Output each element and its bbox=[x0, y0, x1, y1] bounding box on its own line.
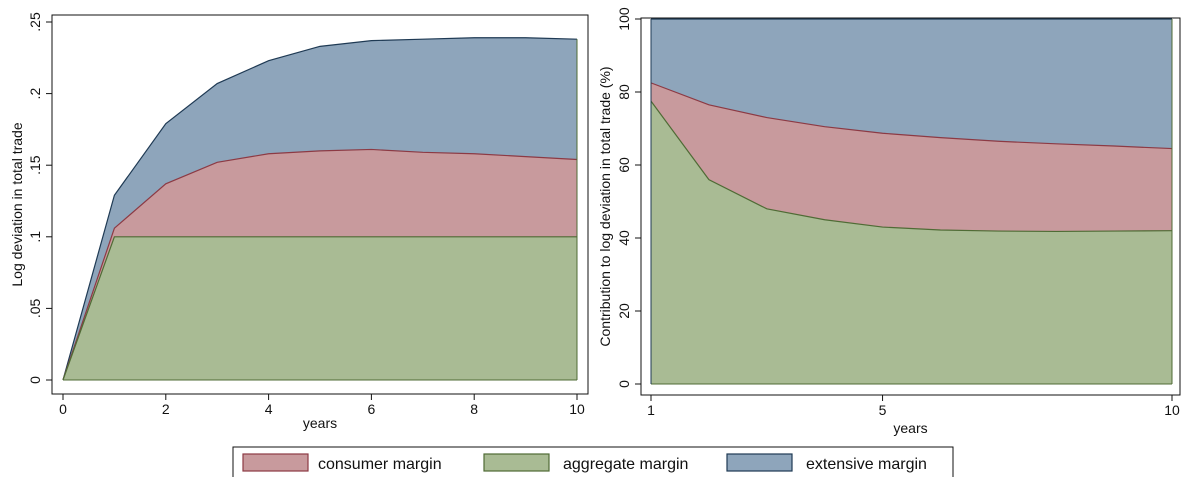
legend-label-extensive-margin: extensive margin bbox=[806, 456, 927, 473]
y-tick-label: .15 bbox=[27, 155, 43, 175]
x-tick-label: 8 bbox=[470, 401, 478, 417]
y-tick-label: 20 bbox=[616, 303, 632, 319]
y-tick-label: 100 bbox=[616, 7, 632, 31]
y-tick-label: .1 bbox=[27, 231, 43, 243]
left-panel: 0 .05 .1 .15 .2 .25 0 2 4 6 8 10 years Log deviation … bbox=[9, 12, 589, 431]
aggregate-margin-area bbox=[651, 101, 1172, 384]
legend-swatch-consumer-margin bbox=[242, 453, 309, 472]
legend-swatch-aggregate-margin bbox=[483, 453, 550, 472]
y-tick-label: 0 bbox=[616, 380, 632, 388]
y-tick-label: 0 bbox=[27, 376, 43, 384]
extensive-margin-area bbox=[651, 19, 1172, 149]
legend-label-consumer-margin: consumer margin bbox=[318, 456, 442, 473]
y-axis-label: Log deviation in total trade bbox=[9, 122, 25, 286]
legend: consumer margin aggregate margin extensive… bbox=[232, 446, 954, 477]
x-tick-label: 1 bbox=[647, 402, 655, 418]
x-tick-label: 4 bbox=[265, 401, 273, 417]
x-axis-label: years bbox=[893, 420, 927, 436]
x-tick-label: 2 bbox=[162, 401, 170, 417]
x-tick-label: 0 bbox=[59, 401, 67, 417]
consumer-margin-line bbox=[62, 148, 578, 381]
legend-swatch-extensive-margin bbox=[726, 453, 793, 472]
y-axis-label: Contribution to log deviation in total t… bbox=[597, 66, 613, 346]
y-tick-label: .2 bbox=[27, 88, 43, 100]
y-tick-label: .05 bbox=[27, 298, 43, 318]
y-tick-label: 60 bbox=[616, 157, 632, 173]
aggregate-margin-line bbox=[62, 236, 577, 381]
legend-label-aggregate-margin: aggregate margin bbox=[563, 456, 688, 473]
aggregate-margin-area bbox=[63, 236, 577, 380]
x-tick-label: 10 bbox=[1164, 402, 1180, 418]
x-axis-label: years bbox=[303, 415, 337, 431]
aggregate-margin-line bbox=[650, 100, 1173, 233]
y-tick-label: 40 bbox=[616, 230, 632, 246]
legend-box bbox=[232, 446, 954, 477]
y-tick-label: 80 bbox=[616, 84, 632, 100]
consumer-margin-area bbox=[63, 149, 577, 380]
plot-frame bbox=[51, 14, 589, 395]
y-tick-label: .25 bbox=[27, 12, 43, 32]
plot-frame bbox=[640, 17, 1181, 396]
right-panel: 0 20 40 60 80 100 1 5 10 years Contribution to log… bbox=[597, 7, 1181, 436]
consumer-margin-line bbox=[650, 82, 1173, 150]
x-tick-label: 5 bbox=[879, 402, 887, 418]
x-tick-label: 6 bbox=[368, 401, 376, 417]
extensive-margin-line bbox=[62, 37, 578, 381]
x-tick-label: 10 bbox=[569, 401, 585, 417]
extensive-margin-area bbox=[63, 37, 577, 380]
